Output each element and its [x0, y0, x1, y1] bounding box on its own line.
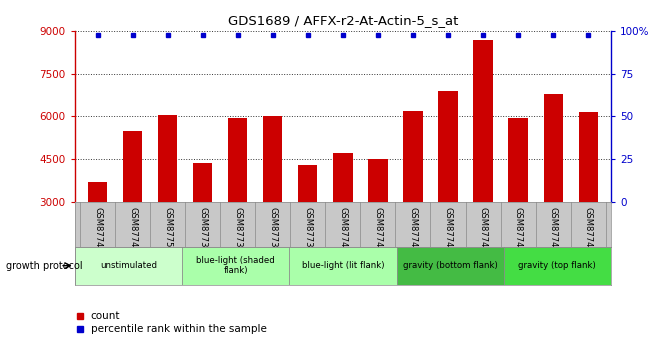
Text: GSM87743: GSM87743	[443, 207, 452, 253]
Text: blue-light (lit flank): blue-light (lit flank)	[302, 261, 384, 270]
Bar	[182, 247, 289, 285]
Text: blue-light (shaded
flank): blue-light (shaded flank)	[196, 256, 275, 275]
Bar	[396, 247, 504, 285]
Bar	[75, 247, 182, 285]
Text: GSM87750: GSM87750	[163, 207, 172, 253]
Bar	[263, 117, 282, 202]
Bar	[158, 115, 177, 202]
Bar	[228, 118, 248, 202]
Text: GSM87747: GSM87747	[584, 207, 593, 253]
Text: GSM87739: GSM87739	[304, 207, 313, 253]
Text: percentile rank within the sample: percentile rank within the sample	[91, 324, 266, 334]
Bar	[289, 247, 396, 285]
Bar	[504, 247, 611, 285]
Title: GDS1689 / AFFX-r2-At-Actin-5_s_at: GDS1689 / AFFX-r2-At-Actin-5_s_at	[227, 14, 458, 27]
Bar	[123, 131, 142, 202]
Bar	[404, 111, 422, 202]
Text: GSM87746: GSM87746	[549, 207, 558, 253]
Bar	[193, 162, 213, 202]
Bar	[508, 118, 528, 202]
Bar	[333, 154, 352, 202]
Bar	[473, 40, 493, 202]
Text: GSM87745: GSM87745	[514, 207, 523, 253]
Text: GSM87741: GSM87741	[373, 207, 382, 253]
Text: gravity (bottom flank): gravity (bottom flank)	[403, 261, 497, 270]
Bar	[369, 159, 387, 202]
Bar	[88, 182, 107, 202]
Text: unstimulated: unstimulated	[100, 261, 157, 270]
Bar	[438, 91, 458, 202]
Bar	[578, 112, 598, 202]
Text: GSM87742: GSM87742	[408, 207, 417, 253]
Text: growth protocol: growth protocol	[6, 261, 83, 270]
Text: GSM87744: GSM87744	[478, 207, 488, 253]
Text: gravity (top flank): gravity (top flank)	[519, 261, 596, 270]
Bar	[298, 165, 317, 202]
Text: GSM87749: GSM87749	[128, 207, 137, 253]
Text: GSM87748: GSM87748	[93, 207, 102, 253]
Text: GSM87736: GSM87736	[198, 207, 207, 253]
Text: GSM87737: GSM87737	[233, 207, 242, 253]
Bar	[543, 94, 563, 202]
Text: GSM87738: GSM87738	[268, 207, 278, 253]
Text: GSM87740: GSM87740	[339, 207, 347, 253]
Text: count: count	[91, 311, 120, 321]
